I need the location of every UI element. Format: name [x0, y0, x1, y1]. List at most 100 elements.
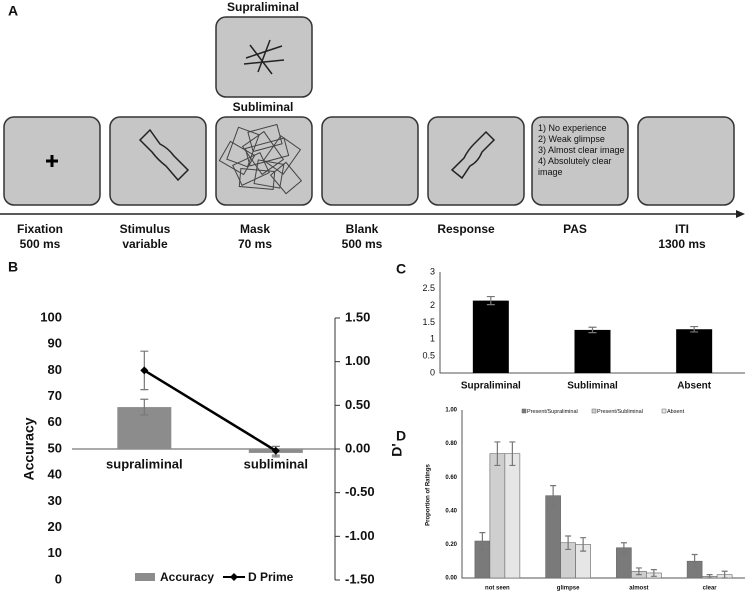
- step-duration: variable: [122, 237, 168, 251]
- x-tick-label: clear: [703, 586, 718, 592]
- pas-item: 2) Weak glimpse: [538, 134, 605, 144]
- y2-tick-label: 0.00: [345, 440, 370, 455]
- y-tick-label: 100: [40, 309, 62, 324]
- line-stimulus: [243, 39, 285, 75]
- x-tick-label: Subliminal: [567, 381, 618, 392]
- y-tick-label: 10: [48, 545, 62, 560]
- y-tick-label: 70: [48, 388, 62, 403]
- bowtie: [138, 128, 190, 182]
- y-tick-label: 60: [48, 414, 62, 429]
- fixation-cross: [46, 155, 58, 167]
- step-duration: 500 ms: [342, 237, 383, 251]
- x-tick-label: not seen: [485, 586, 510, 592]
- bar: [489, 453, 506, 579]
- step-name: Blank: [346, 222, 379, 236]
- y-tick-label: 50: [48, 440, 62, 455]
- y-tick-label: 0: [55, 571, 62, 586]
- step-duration: 500 ms: [20, 237, 61, 251]
- step-name: ITI: [675, 222, 689, 236]
- y-tick-label: 2: [430, 300, 435, 310]
- step-name: Fixation: [17, 222, 63, 236]
- error-bar: [565, 535, 572, 551]
- screen-box: [531, 116, 629, 206]
- screens: [3, 116, 735, 206]
- y2-axis-label: D': [389, 443, 405, 456]
- pas-item: 4) Absolutely clear image: [538, 156, 612, 177]
- bar: [545, 495, 561, 579]
- y-tick-label: 80: [48, 362, 62, 377]
- x-tick-label: almost: [629, 586, 648, 592]
- legend-swatch: [135, 573, 155, 581]
- error-bar: [706, 574, 713, 579]
- y-tick-label: 0.40: [445, 508, 457, 514]
- y-tick-label: 0: [430, 367, 435, 377]
- error-bar: [691, 553, 698, 569]
- panel-label: B: [8, 259, 18, 275]
- error-bar: [486, 295, 495, 306]
- error-bar: [550, 485, 557, 507]
- pas-item: 1) No experience: [538, 123, 607, 133]
- y2-tick-label: 1.00: [345, 353, 370, 368]
- line: [143, 369, 277, 452]
- step-name: Response: [437, 222, 495, 236]
- y-axis-label: Proportion of Ratings: [426, 464, 432, 526]
- legend-marker: [230, 573, 238, 581]
- error-bar: [509, 441, 516, 467]
- bar: [472, 300, 509, 373]
- marker: [271, 446, 280, 455]
- y-tick-label: 20: [48, 519, 62, 534]
- bar: [504, 453, 521, 579]
- step-duration: 70 ms: [238, 237, 272, 251]
- y-tick-label: 0.5: [422, 351, 435, 361]
- x-tick-label: subliminal: [244, 456, 308, 471]
- error-bar: [690, 325, 699, 333]
- error-bar: [580, 537, 587, 552]
- pas-list: 1) No experience 2) Weak glimpse 3) Almo…: [538, 123, 626, 178]
- step-name: Mask: [240, 222, 270, 236]
- bowtie: [450, 130, 496, 180]
- step-duration: 1300 ms: [658, 237, 706, 251]
- y-tick-label: 1: [430, 334, 435, 344]
- error-bar: [494, 441, 501, 467]
- mask-label: Supraliminal: [227, 0, 299, 14]
- error-bar: [650, 569, 657, 577]
- x-tick-label: glimpse: [557, 586, 580, 592]
- arrow-head: [736, 210, 745, 218]
- error-bar: [588, 326, 597, 334]
- y-tick-label: 1.00: [445, 408, 457, 414]
- y-tick-label: 0.00: [445, 576, 457, 582]
- error-bar: [479, 532, 486, 551]
- y-tick-label: 90: [48, 336, 62, 351]
- legend-swatch: [661, 408, 667, 414]
- legend-label: Present/Supraliminal: [527, 409, 578, 415]
- y-tick-label: 0.80: [445, 441, 457, 447]
- step-name: PAS: [563, 222, 587, 236]
- y2-tick-label: -1.50: [345, 571, 375, 586]
- y-tick-label: 0.60: [445, 475, 457, 481]
- screen-box: [637, 116, 735, 206]
- screen-box: [109, 116, 207, 206]
- x-tick-label: Absent: [677, 381, 712, 392]
- y2-tick-label: 0.50: [345, 397, 370, 412]
- x-tick-label: supraliminal: [106, 456, 183, 471]
- error-bar: [635, 567, 642, 576]
- screen-box: [321, 116, 419, 206]
- y2-tick-label: -0.50: [345, 484, 375, 499]
- y-tick-label: 0.20: [445, 542, 457, 548]
- mask-label: Subliminal: [233, 100, 294, 114]
- y2-tick-label: 1.50: [345, 309, 370, 324]
- y2-tick-label: -1.00: [345, 528, 375, 543]
- y-tick-label: 3: [430, 266, 435, 276]
- panel-label: D: [396, 428, 406, 444]
- axes: [439, 272, 745, 374]
- step-name: Stimulus: [120, 222, 171, 236]
- legend-swatch: [521, 408, 527, 414]
- legend-label: Accuracy: [160, 570, 214, 584]
- bar: [676, 329, 713, 373]
- legend-label: D Prime: [248, 570, 294, 584]
- marker: [140, 366, 149, 375]
- error-bar: [721, 570, 728, 579]
